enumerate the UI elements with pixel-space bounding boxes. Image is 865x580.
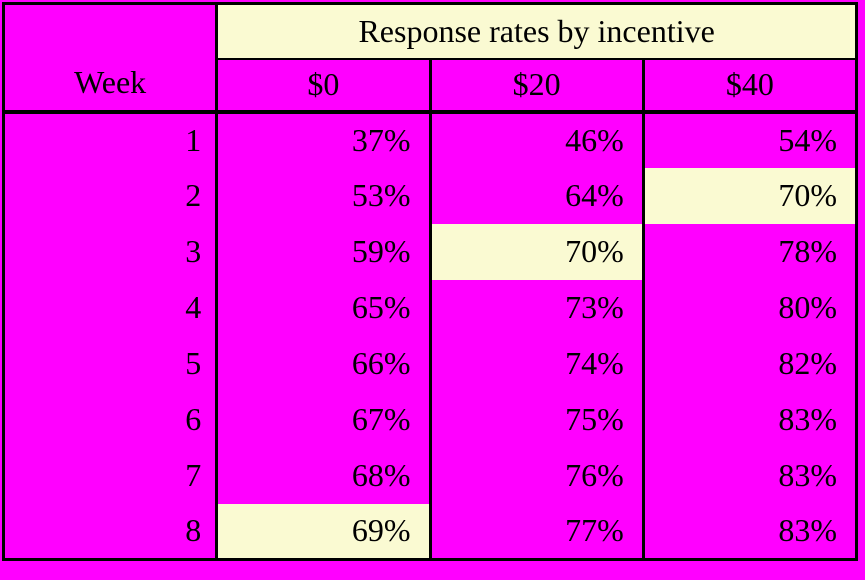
week-cell: 5	[185, 345, 202, 381]
value-cell: 64%	[428, 167, 644, 224]
week-column-header: Week	[3, 3, 217, 114]
table-row: 3 59% 70% 78%	[4, 223, 857, 280]
value-cell: 77%	[428, 503, 644, 560]
value-cell-highlighted: 70%	[428, 223, 644, 280]
value-cell: 59%	[215, 223, 430, 280]
value-cell-highlighted: 69%	[215, 503, 430, 560]
value-cell-highlighted: 70%	[641, 167, 857, 224]
column-header-row: $0 $20 $40	[4, 58, 857, 114]
value-cell: 78%	[641, 223, 857, 280]
week-cell: 3	[185, 233, 202, 269]
value-cell: 53%	[215, 167, 430, 224]
week-cell: 8	[185, 512, 202, 549]
week-cell: 6	[185, 401, 202, 437]
table-row: 5 66% 74% 82%	[4, 335, 857, 392]
week-cell: 7	[185, 457, 202, 493]
column-header-40: $40	[641, 58, 857, 114]
column-header-20: $20	[428, 58, 644, 114]
value-cell: 65%	[215, 279, 430, 336]
table-header: Week Response rates by incentive $0 $20 …	[3, 3, 857, 114]
title-row: Week Response rates by incentive	[3, 3, 857, 114]
week-cell: 1	[185, 122, 202, 158]
value-cell: 68%	[215, 447, 430, 504]
value-cell: 83%	[641, 391, 857, 448]
value-cell: 73%	[428, 279, 644, 336]
value-cell: 54%	[641, 111, 857, 168]
table-title: Response rates by incentive	[215, 3, 857, 60]
value-cell: 66%	[215, 335, 430, 392]
table-row: 6 67% 75% 83%	[4, 391, 857, 448]
week-cell: 2	[185, 177, 202, 213]
week-cell: 4	[185, 289, 202, 325]
table-row: 7 68% 76% 83%	[4, 447, 857, 504]
response-rates-table: Week Response rates by incentive $0 $20 …	[2, 2, 858, 561]
value-cell: 80%	[641, 279, 857, 336]
value-cell: 37%	[215, 111, 430, 168]
value-cell: 46%	[428, 111, 644, 168]
value-cell: 74%	[428, 335, 644, 392]
table-body: 1 37% 46% 54% 2 53% 64% 70% 3 59% 70% 78% 4 65% 73% 80%…	[4, 111, 857, 560]
value-cell: 75%	[428, 391, 644, 448]
value-cell: 82%	[641, 335, 857, 392]
column-header-0: $0	[215, 58, 430, 114]
value-cell: 83%	[641, 447, 857, 504]
table-row: 2 53% 64% 70%	[4, 167, 857, 224]
table-row: 8 69% 77% 83%	[4, 503, 857, 560]
value-cell: 76%	[428, 447, 644, 504]
table-row: 4 65% 73% 80%	[4, 279, 857, 336]
value-cell: 83%	[641, 503, 857, 560]
table-row: 1 37% 46% 54%	[4, 111, 857, 168]
value-cell: 67%	[215, 391, 430, 448]
